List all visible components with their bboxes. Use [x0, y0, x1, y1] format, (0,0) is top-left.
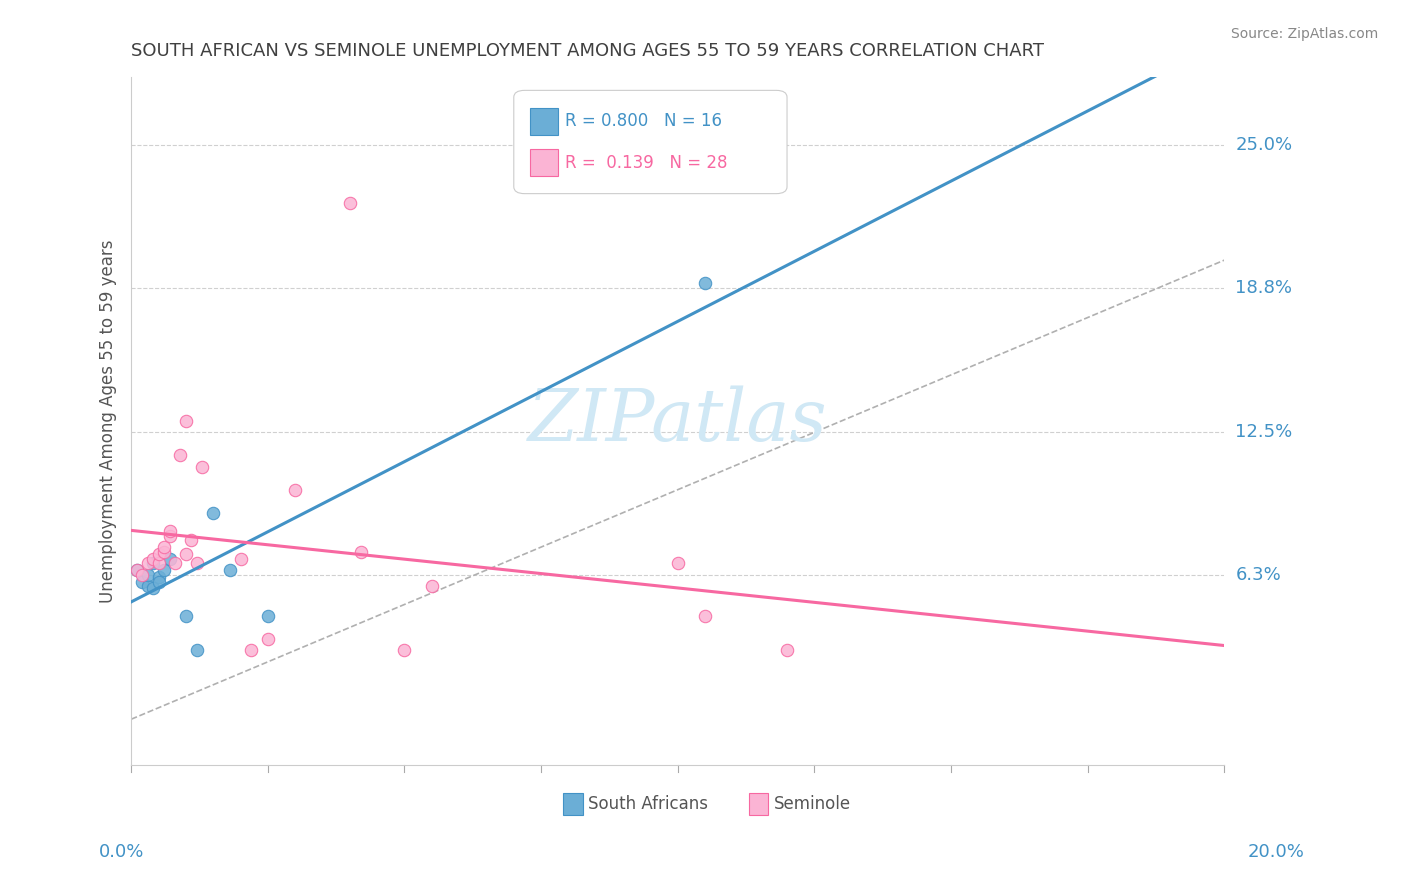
Point	[163, 556, 186, 570]
Point	[136, 567, 159, 582]
Text: 0.0%: 0.0%	[98, 843, 143, 861]
Point	[148, 547, 170, 561]
Text: 18.8%: 18.8%	[1236, 278, 1292, 297]
Text: R = 0.800   N = 16: R = 0.800 N = 16	[565, 112, 723, 130]
Bar	[530, 149, 558, 177]
Point	[186, 643, 208, 657]
Point	[666, 556, 689, 570]
Text: Source: ZipAtlas.com: Source: ZipAtlas.com	[1230, 27, 1378, 41]
Point	[131, 574, 153, 589]
Point	[148, 570, 170, 584]
Point	[159, 551, 181, 566]
Point	[148, 574, 170, 589]
Point	[776, 643, 799, 657]
Point	[153, 540, 176, 554]
Point	[174, 609, 197, 624]
Point	[202, 506, 225, 520]
Point	[136, 579, 159, 593]
Point	[148, 556, 170, 570]
Bar	[749, 793, 769, 814]
Point	[186, 556, 208, 570]
Point	[125, 563, 148, 577]
Y-axis label: Unemployment Among Ages 55 to 59 years: Unemployment Among Ages 55 to 59 years	[100, 239, 117, 603]
Point	[125, 563, 148, 577]
Text: R =  0.139   N = 28: R = 0.139 N = 28	[565, 153, 728, 171]
Point	[180, 533, 202, 548]
Point	[257, 632, 280, 646]
Text: SOUTH AFRICAN VS SEMINOLE UNEMPLOYMENT AMONG AGES 55 TO 59 YEARS CORRELATION CHA: SOUTH AFRICAN VS SEMINOLE UNEMPLOYMENT A…	[131, 42, 1045, 60]
Point	[174, 414, 197, 428]
Point	[257, 609, 280, 624]
Point	[229, 551, 252, 566]
Text: 12.5%: 12.5%	[1236, 424, 1292, 442]
Point	[159, 524, 181, 538]
Point	[218, 563, 240, 577]
Text: Seminole: Seminole	[773, 795, 851, 813]
Text: ZIPatlas: ZIPatlas	[527, 385, 828, 456]
Text: 20.0%: 20.0%	[1249, 843, 1305, 861]
Point	[350, 544, 373, 558]
Point	[693, 276, 716, 290]
Point	[174, 547, 197, 561]
Point	[693, 609, 716, 624]
FancyBboxPatch shape	[513, 90, 787, 194]
Point	[153, 544, 176, 558]
Point	[191, 459, 214, 474]
Point	[240, 643, 263, 657]
Text: 25.0%: 25.0%	[1236, 136, 1292, 154]
Point	[142, 582, 165, 596]
Point	[339, 195, 361, 210]
Bar	[562, 793, 582, 814]
Point	[153, 563, 176, 577]
Point	[131, 567, 153, 582]
Text: 6.3%: 6.3%	[1236, 566, 1281, 583]
Point	[136, 556, 159, 570]
Point	[420, 579, 443, 593]
Point	[284, 483, 307, 497]
Point	[169, 448, 191, 462]
Point	[159, 528, 181, 542]
Bar	[530, 108, 558, 135]
Text: South Africans: South Africans	[588, 795, 709, 813]
Point	[142, 551, 165, 566]
Point	[142, 556, 165, 570]
Point	[394, 643, 416, 657]
